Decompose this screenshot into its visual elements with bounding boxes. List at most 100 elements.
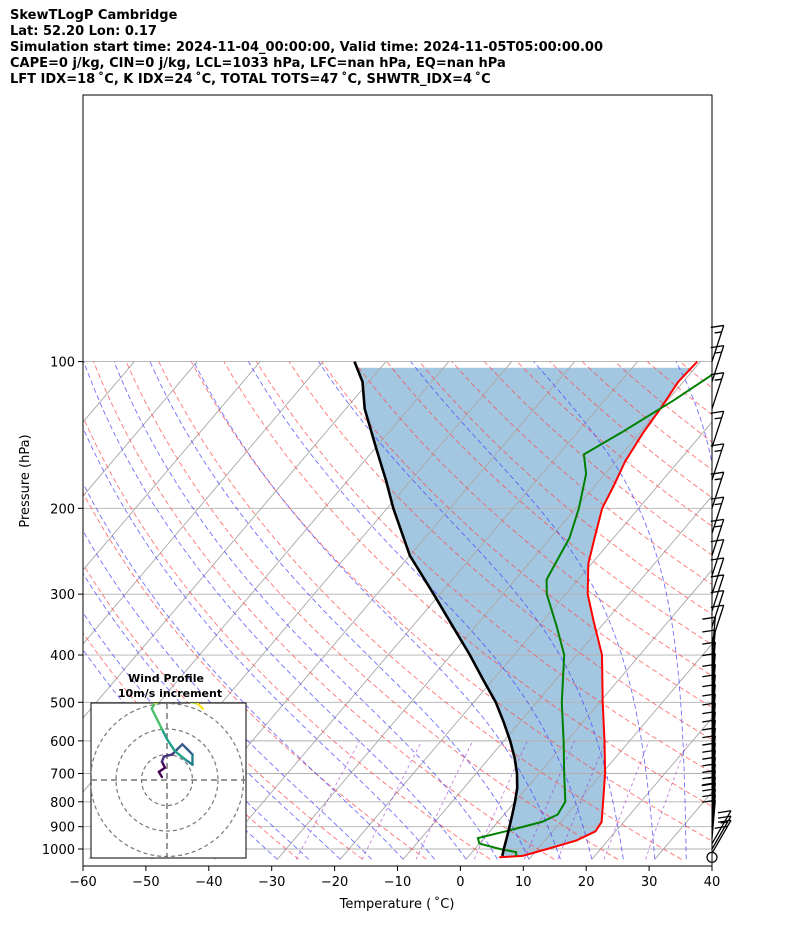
barb-staff bbox=[711, 519, 725, 556]
barb-flag bbox=[717, 810, 732, 814]
barb-staff bbox=[711, 719, 716, 758]
barb-staff bbox=[711, 642, 716, 681]
x-tick-label: −10 bbox=[384, 875, 411, 890]
barb-staff bbox=[711, 693, 716, 732]
wind-barb bbox=[702, 629, 716, 668]
hodograph-segment bbox=[155, 717, 164, 731]
barb-half-flag bbox=[714, 502, 722, 506]
location-line: Lat: 52.20 Lon: 0.17 bbox=[10, 24, 157, 39]
barb-staff bbox=[711, 815, 732, 850]
barb-half-flag bbox=[714, 331, 722, 334]
moist-adiabat bbox=[749, 362, 785, 860]
barb-flag bbox=[710, 471, 724, 475]
moist-adiabat bbox=[193, 361, 561, 860]
isotherm-line bbox=[528, 643, 712, 860]
barb-half-flag bbox=[714, 449, 722, 453]
chart-title: SkewTLogP Cambridge bbox=[10, 8, 178, 23]
chart-header: SkewTLogP Cambridge Lat: 52.20 Lon: 0.17… bbox=[10, 8, 603, 88]
moist-adiabat bbox=[83, 361, 467, 860]
inset-subtitle: 10m/s increment bbox=[118, 687, 222, 700]
isotherm-line bbox=[0, 362, 9, 860]
y-tick-label: 300 bbox=[50, 588, 75, 603]
x-tick-label: 20 bbox=[578, 875, 595, 890]
barb-staff bbox=[711, 539, 725, 576]
moist-adiabat bbox=[248, 361, 593, 860]
dewpoint-line bbox=[476, 373, 712, 856]
hodograph-segment bbox=[150, 707, 159, 720]
barb-staff bbox=[711, 735, 716, 774]
isotherm-line bbox=[718, 362, 794, 860]
temperature-line bbox=[499, 360, 699, 859]
hodograph-segment bbox=[184, 758, 194, 766]
y-tick-label: 500 bbox=[50, 696, 75, 711]
index-line: LFT IDX=18 ˚C, K IDX=24 ˚C, TOTAL TOTS=4… bbox=[10, 72, 491, 87]
dry-adiabat bbox=[451, 361, 712, 586]
hodograph-segment bbox=[186, 748, 194, 756]
dry-adiabat bbox=[353, 361, 712, 677]
mixing-ratio-line bbox=[557, 740, 607, 860]
hodograph-inset bbox=[90, 702, 247, 859]
wind-barb bbox=[710, 496, 725, 534]
x-tick-label: −30 bbox=[258, 875, 285, 890]
x-tick-label: −40 bbox=[195, 875, 222, 890]
barb-staff bbox=[711, 345, 725, 382]
barb-staff bbox=[711, 653, 716, 692]
barb-staff bbox=[711, 557, 725, 595]
hodograph-segment bbox=[160, 727, 169, 741]
wind-barb bbox=[711, 819, 732, 854]
barb-flag bbox=[710, 372, 724, 376]
barb-staff bbox=[711, 574, 725, 612]
barb-staff bbox=[711, 727, 716, 766]
wind-barb bbox=[710, 344, 725, 382]
parcel-line bbox=[353, 361, 519, 857]
wind-barb bbox=[710, 471, 725, 509]
wind-barb bbox=[710, 518, 725, 556]
cape-shading bbox=[357, 367, 692, 856]
isotherm-line bbox=[277, 361, 701, 860]
barb-staff bbox=[711, 674, 716, 713]
dry-adiabat bbox=[158, 361, 682, 860]
y-tick-label: 100 bbox=[50, 356, 75, 371]
cape-cin-area bbox=[357, 367, 692, 856]
mixing-ratio-line bbox=[361, 740, 423, 860]
axes: −60 −50 −40 −30 −20 −10 0 10 20 30 40 1000 900 800 700… bbox=[42, 94, 720, 890]
wind-barbs bbox=[701, 324, 732, 863]
series-lines bbox=[353, 360, 712, 859]
moist-adiabat bbox=[318, 361, 624, 860]
barb-staff bbox=[711, 325, 725, 362]
isotherm-line bbox=[591, 717, 712, 860]
y-tick-label: 1000 bbox=[42, 843, 75, 858]
mixing-ratio-line bbox=[603, 740, 650, 860]
barb-half-flag bbox=[714, 525, 722, 528]
dry-adiabat bbox=[93, 361, 555, 860]
moist-adiabat bbox=[533, 361, 687, 860]
isotherm-line bbox=[465, 569, 712, 860]
x-tick-label: −20 bbox=[321, 875, 348, 890]
barb-flag bbox=[710, 518, 724, 523]
barb-staff bbox=[711, 411, 725, 448]
moist-adiabat bbox=[149, 361, 530, 860]
barb-half-flag bbox=[714, 351, 722, 354]
isotherm-line bbox=[83, 361, 261, 571]
isotherm-line bbox=[83, 361, 324, 645]
moist-adiabat bbox=[410, 361, 656, 860]
dry-adiabat bbox=[83, 415, 491, 860]
barb-staff bbox=[711, 684, 716, 723]
barb-half-flag bbox=[714, 417, 722, 420]
dry-adiabat bbox=[713, 362, 794, 860]
wind-barb bbox=[710, 443, 725, 481]
barb-staff bbox=[711, 372, 725, 410]
y-tick-label: 900 bbox=[50, 821, 75, 836]
barb-staff bbox=[711, 819, 732, 854]
wind-barb bbox=[711, 815, 732, 850]
barb-flag bbox=[710, 496, 724, 500]
moist-adiabat bbox=[83, 482, 404, 860]
moist-adiabat bbox=[83, 611, 310, 860]
barb-flag bbox=[702, 629, 716, 633]
dry-adiabat bbox=[190, 361, 712, 842]
mixing-ratio-line bbox=[415, 740, 474, 860]
barb-staff bbox=[711, 443, 725, 481]
dry-adiabat bbox=[256, 361, 712, 774]
hodograph-segment bbox=[162, 753, 174, 758]
